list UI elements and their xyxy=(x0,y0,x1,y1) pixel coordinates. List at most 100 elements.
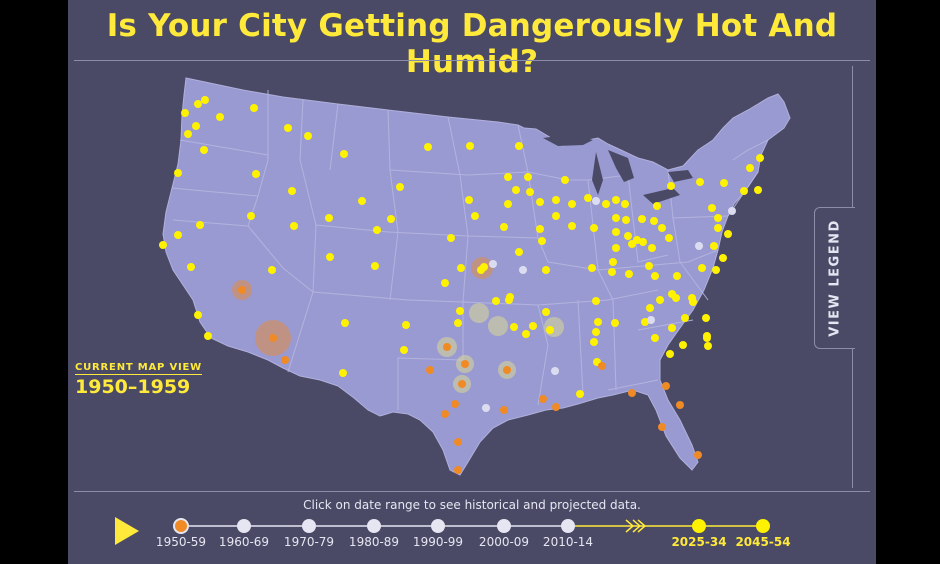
city-marker[interactable] xyxy=(679,341,687,349)
city-marker[interactable] xyxy=(500,223,508,231)
city-marker[interactable] xyxy=(621,200,629,208)
city-marker[interactable] xyxy=(284,124,292,132)
city-marker[interactable] xyxy=(288,187,296,195)
city-marker[interactable] xyxy=(746,164,754,172)
city-marker[interactable] xyxy=(551,367,559,375)
city-marker[interactable] xyxy=(506,293,514,301)
city-marker[interactable] xyxy=(515,248,523,256)
city-marker[interactable] xyxy=(666,350,674,358)
city-marker[interactable] xyxy=(724,230,732,238)
city-marker[interactable] xyxy=(576,390,584,398)
timeline-dot[interactable] xyxy=(431,519,445,533)
city-marker[interactable] xyxy=(512,186,520,194)
city-marker[interactable] xyxy=(250,104,258,112)
city-marker[interactable] xyxy=(194,100,202,108)
timeline-range-1990-99[interactable]: 1990-99 xyxy=(412,535,464,549)
city-marker[interactable] xyxy=(584,194,592,202)
city-marker[interactable] xyxy=(651,334,659,342)
view-legend-button[interactable]: VIEW LEGEND xyxy=(814,207,855,349)
city-marker[interactable] xyxy=(667,182,675,190)
timeline-dot-projected[interactable] xyxy=(692,519,706,533)
city-marker[interactable] xyxy=(466,142,474,150)
city-marker[interactable] xyxy=(590,224,598,232)
city-marker[interactable] xyxy=(402,321,410,329)
city-marker[interactable] xyxy=(454,466,462,474)
city-marker[interactable] xyxy=(645,262,653,270)
timeline-range-1980-89[interactable]: 1980-89 xyxy=(348,535,400,549)
timeline-range-2000-09[interactable]: 2000-09 xyxy=(478,535,530,549)
city-marker[interactable] xyxy=(648,244,656,252)
city-marker[interactable] xyxy=(252,170,260,178)
timeline-range-1960-69[interactable]: 1960-69 xyxy=(218,535,270,549)
timeline-dot[interactable] xyxy=(497,519,511,533)
timeline-dot-projected[interactable] xyxy=(756,519,770,533)
city-marker[interactable] xyxy=(552,196,560,204)
city-marker[interactable] xyxy=(662,382,670,390)
city-marker[interactable] xyxy=(594,318,602,326)
city-marker[interactable] xyxy=(689,298,697,306)
city-marker[interactable] xyxy=(194,311,202,319)
city-marker[interactable] xyxy=(676,401,684,409)
city-marker[interactable] xyxy=(526,188,534,196)
city-marker[interactable] xyxy=(281,356,289,364)
timeline-dot-selected[interactable] xyxy=(173,518,189,534)
city-marker[interactable] xyxy=(441,279,449,287)
city-marker[interactable] xyxy=(451,400,459,408)
city-marker[interactable] xyxy=(396,183,404,191)
city-marker[interactable] xyxy=(702,314,710,322)
city-marker[interactable] xyxy=(609,258,617,266)
city-marker[interactable] xyxy=(714,214,722,222)
city-marker[interactable] xyxy=(238,286,246,294)
city-marker[interactable] xyxy=(519,266,527,274)
city-marker[interactable] xyxy=(668,324,676,332)
city-marker[interactable] xyxy=(339,369,347,377)
city-marker[interactable] xyxy=(174,169,182,177)
city-marker[interactable] xyxy=(696,178,704,186)
city-marker[interactable] xyxy=(400,346,408,354)
city-marker[interactable] xyxy=(539,395,547,403)
city-marker[interactable] xyxy=(159,241,167,249)
city-marker[interactable] xyxy=(653,202,661,210)
city-marker[interactable] xyxy=(524,173,532,181)
city-marker[interactable] xyxy=(611,319,619,327)
city-marker[interactable] xyxy=(704,342,712,350)
city-marker[interactable] xyxy=(703,334,711,342)
city-marker[interactable] xyxy=(698,264,706,272)
city-marker[interactable] xyxy=(625,270,633,278)
timeline-range-2010-14[interactable]: 2010-14 xyxy=(542,535,594,549)
city-marker[interactable] xyxy=(181,109,189,117)
city-marker[interactable] xyxy=(638,215,646,223)
city-marker[interactable] xyxy=(457,264,465,272)
city-marker[interactable] xyxy=(552,403,560,411)
city-marker[interactable] xyxy=(504,200,512,208)
city-marker[interactable] xyxy=(673,272,681,280)
city-marker[interactable] xyxy=(639,238,647,246)
city-marker[interactable] xyxy=(340,150,348,158)
city-marker[interactable] xyxy=(515,142,523,150)
city-marker[interactable] xyxy=(694,451,702,459)
city-marker[interactable] xyxy=(503,366,511,374)
city-marker[interactable] xyxy=(358,197,366,205)
city-marker[interactable] xyxy=(471,212,479,220)
city-marker[interactable] xyxy=(269,334,277,342)
city-marker[interactable] xyxy=(204,332,212,340)
city-marker[interactable] xyxy=(325,214,333,222)
city-marker[interactable] xyxy=(592,297,600,305)
city-marker[interactable] xyxy=(612,228,620,236)
timeline-range-1970-79[interactable]: 1970-79 xyxy=(283,535,335,549)
play-button[interactable] xyxy=(112,515,142,547)
city-marker[interactable] xyxy=(529,322,537,330)
city-marker[interactable] xyxy=(656,296,664,304)
city-marker[interactable] xyxy=(546,326,554,334)
city-marker[interactable] xyxy=(598,362,606,370)
city-marker[interactable] xyxy=(552,212,560,220)
city-marker[interactable] xyxy=(454,438,462,446)
city-marker[interactable] xyxy=(443,343,451,351)
city-marker[interactable] xyxy=(592,197,600,205)
city-marker[interactable] xyxy=(187,263,195,271)
city-marker[interactable] xyxy=(304,132,312,140)
city-marker[interactable] xyxy=(612,244,620,252)
city-marker[interactable] xyxy=(756,154,764,162)
city-marker[interactable] xyxy=(712,266,720,274)
city-marker[interactable] xyxy=(477,266,485,274)
